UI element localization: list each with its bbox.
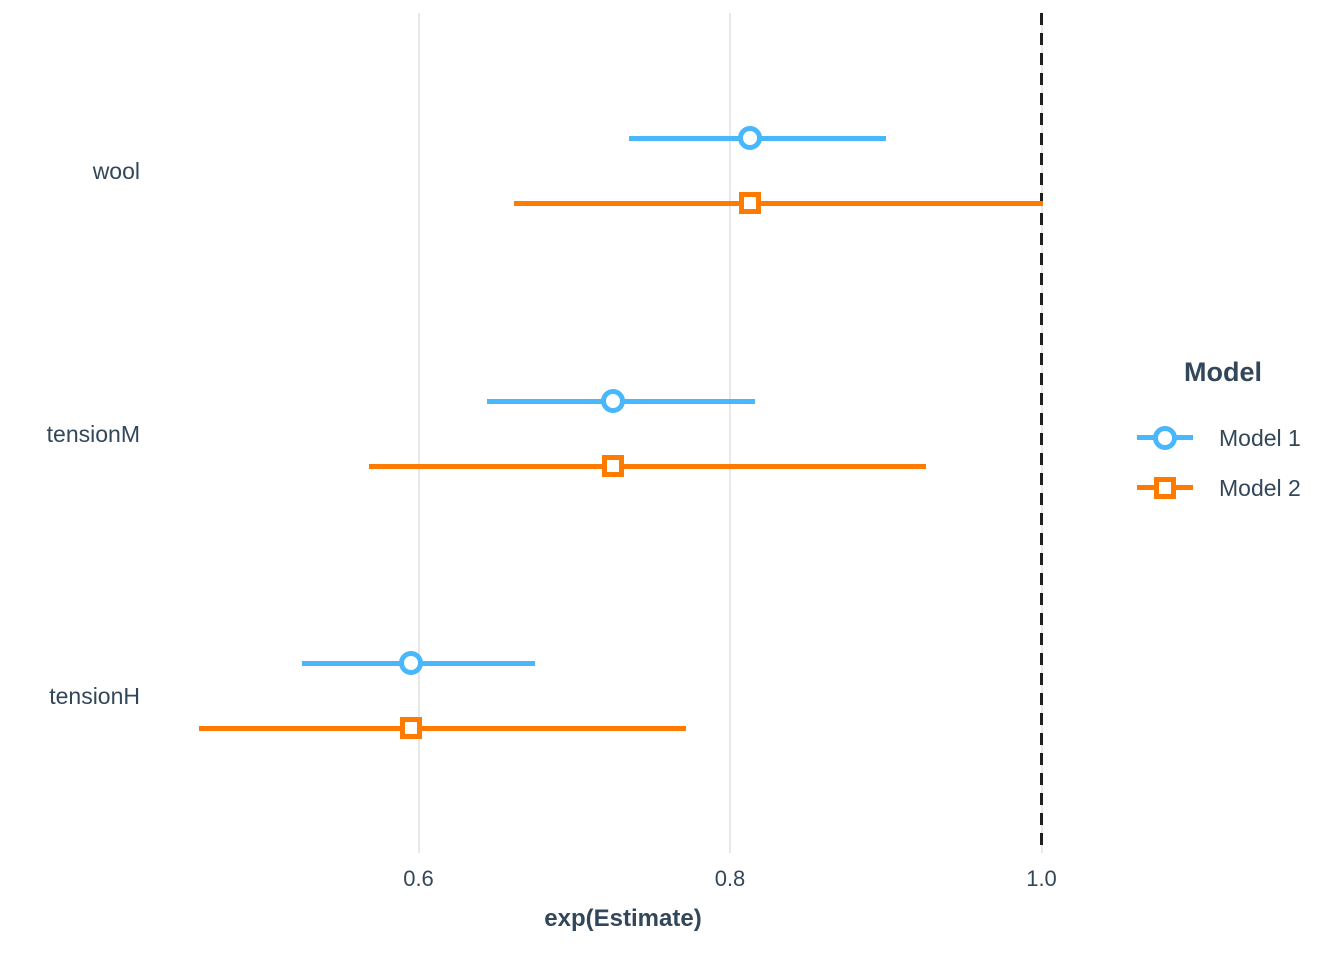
legend-label-model-2: Model 2: [1219, 474, 1301, 501]
estimate-marker-square-tensionM: [602, 455, 625, 477]
legend-label-model-1: Model 1: [1219, 424, 1301, 451]
estimate-marker-square-tensionH: [399, 717, 422, 739]
legend-items: Model 1 Model 2: [1137, 424, 1309, 501]
model-2-open-square-key-icon: [1137, 476, 1193, 500]
legend-item-model-2: Model 2: [1137, 474, 1309, 501]
estimate-marker-circle-tensionM: [601, 389, 626, 413]
estimate-marker-square-wool: [739, 192, 762, 214]
ci-line-model-2-tensionM: [368, 463, 927, 469]
estimate-marker-circle-wool: [738, 126, 763, 150]
reference-line-dashed: [1040, 13, 1043, 853]
x-axis-title: exp(Estimate): [544, 905, 702, 932]
estimate-marker-circle-tensionH: [398, 651, 423, 675]
legend-title: Model: [1184, 357, 1262, 387]
x-tick-label: 0.6: [403, 866, 434, 891]
y-axis-label-wool: wool: [92, 157, 140, 184]
ci-line-model-2-wool: [513, 200, 1044, 206]
y-axis-label-tensionM: tensionM: [46, 420, 140, 447]
legend-item-model-1: Model 1: [1137, 424, 1309, 451]
legend: Model Model 1 Model 2: [1137, 357, 1309, 501]
x-tick-label: 1.0: [1026, 866, 1057, 891]
ci-line-model-2-tensionH: [198, 725, 687, 731]
gridline-x-0.8: [729, 13, 731, 853]
gridline-x-0.6: [417, 13, 420, 853]
x-tick-label: 0.8: [714, 866, 746, 891]
y-axis-label-tensionH: tensionH: [49, 682, 140, 709]
model-1-open-circle-key-icon: [1137, 426, 1193, 450]
